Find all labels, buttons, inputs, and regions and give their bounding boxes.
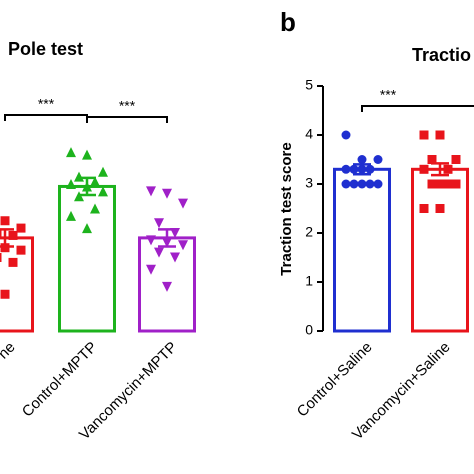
data-point [82, 149, 92, 160]
data-point [90, 176, 100, 187]
bar [333, 167, 391, 333]
data-point [357, 155, 367, 164]
data-point [8, 257, 18, 267]
data-point [66, 147, 76, 158]
data-point [66, 179, 76, 189]
data-point [90, 203, 100, 214]
data-point [419, 164, 429, 174]
chart-title: Tractio [412, 45, 471, 65]
significance-bracket [4, 114, 88, 121]
data-point [162, 281, 172, 292]
data-point [427, 179, 437, 189]
data-point [419, 204, 429, 213]
data-point [341, 164, 351, 174]
data-point [82, 223, 92, 234]
data-point [16, 223, 26, 233]
data-point [0, 216, 10, 226]
data-point [357, 179, 367, 189]
data-point [419, 130, 429, 140]
data-point [365, 179, 375, 189]
data-point [66, 210, 76, 221]
data-point [146, 186, 156, 197]
data-point [435, 130, 445, 140]
significance-label: *** [380, 87, 397, 103]
data-point [98, 166, 108, 177]
data-point [0, 228, 2, 238]
data-point [0, 253, 2, 262]
bar [58, 184, 116, 333]
data-point [341, 130, 351, 140]
data-point [0, 289, 10, 299]
y-tick-label: 4 [305, 126, 313, 142]
panel-label: b [280, 7, 296, 37]
data-point [154, 247, 164, 258]
data-point [451, 155, 461, 164]
data-point [443, 179, 453, 189]
significance-label: *** [119, 98, 136, 114]
data-point [178, 240, 188, 251]
y-tick-label: 3 [305, 175, 313, 191]
data-point [146, 264, 156, 275]
data-point [162, 188, 172, 199]
y-axis-label: Traction test score [278, 142, 295, 275]
y-tick-label: 1 [305, 273, 313, 289]
data-point [178, 198, 188, 209]
data-point [170, 252, 180, 263]
x-tick-label: Control+Saline [294, 339, 376, 421]
data-point [154, 218, 164, 229]
significance-bracket [86, 116, 168, 123]
data-point [435, 179, 445, 189]
data-point [8, 230, 18, 240]
significance-bracket [361, 105, 474, 112]
significance-label: *** [38, 96, 55, 112]
bar [411, 167, 469, 333]
y-tick-label: 5 [305, 77, 313, 93]
data-point [435, 204, 445, 213]
chart-title: Pole test [8, 39, 83, 59]
data-point [427, 155, 437, 164]
data-point [146, 235, 156, 246]
x-tick-label: ne [0, 339, 19, 363]
data-point [373, 155, 383, 164]
data-point [349, 179, 359, 189]
data-point [16, 245, 26, 255]
data-point [373, 179, 383, 189]
y-tick-label: 2 [305, 224, 313, 240]
data-point [341, 179, 351, 189]
data-point [98, 186, 108, 197]
y-tick-label: 0 [305, 322, 313, 338]
x-tick-label: Control+MPTP [19, 339, 101, 421]
data-point [451, 179, 461, 189]
